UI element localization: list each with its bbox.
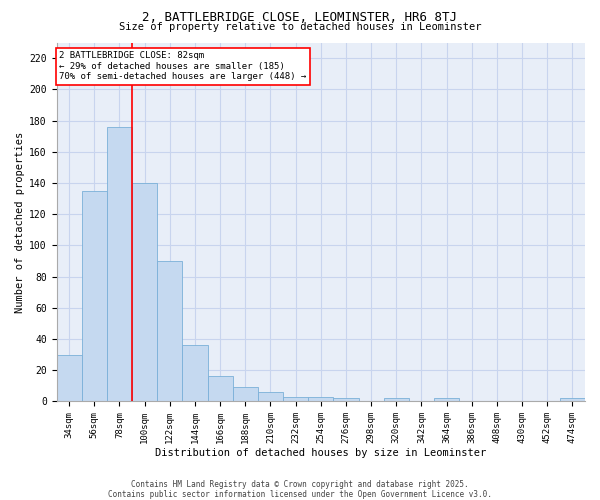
Bar — [182, 345, 208, 402]
Bar — [383, 398, 409, 402]
X-axis label: Distribution of detached houses by size in Leominster: Distribution of detached houses by size … — [155, 448, 487, 458]
Bar — [434, 398, 459, 402]
Bar — [233, 388, 258, 402]
Bar — [82, 190, 107, 402]
Bar — [334, 398, 359, 402]
Y-axis label: Number of detached properties: Number of detached properties — [15, 132, 25, 312]
Bar — [56, 354, 82, 402]
Text: Contains HM Land Registry data © Crown copyright and database right 2025.
Contai: Contains HM Land Registry data © Crown c… — [108, 480, 492, 499]
Bar — [132, 183, 157, 402]
Bar — [283, 396, 308, 402]
Text: 2, BATTLEBRIDGE CLOSE, LEOMINSTER, HR6 8TJ: 2, BATTLEBRIDGE CLOSE, LEOMINSTER, HR6 8… — [143, 11, 458, 24]
Text: Size of property relative to detached houses in Leominster: Size of property relative to detached ho… — [119, 22, 481, 32]
Bar — [308, 396, 334, 402]
Text: 2 BATTLEBRIDGE CLOSE: 82sqm
← 29% of detached houses are smaller (185)
70% of se: 2 BATTLEBRIDGE CLOSE: 82sqm ← 29% of det… — [59, 52, 307, 82]
Bar — [258, 392, 283, 402]
Bar — [560, 398, 585, 402]
Bar — [157, 261, 182, 402]
Bar — [107, 127, 132, 402]
Bar — [208, 376, 233, 402]
